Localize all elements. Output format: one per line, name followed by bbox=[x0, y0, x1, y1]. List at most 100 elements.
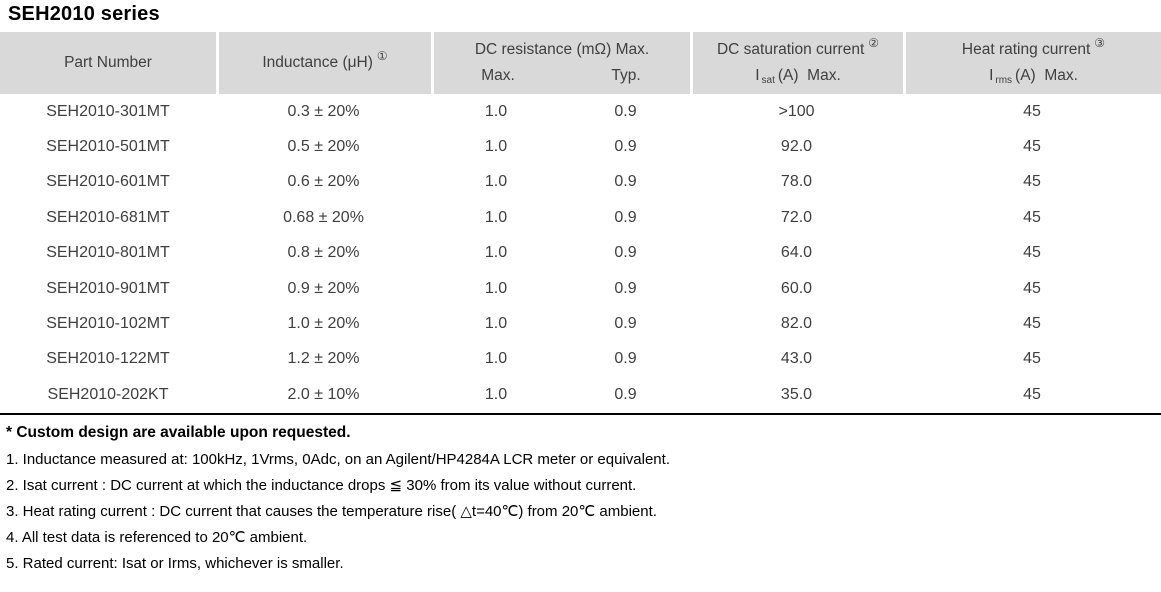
cell-dcr-typ: 0.9 bbox=[561, 235, 690, 271]
table-row: SEH2010-681MT 0.68 ± 20% 1.0 0.9 72.0 45 bbox=[0, 200, 1161, 236]
cell-dcr-typ: 0.9 bbox=[561, 200, 690, 236]
isat-symbol: I bbox=[755, 67, 760, 84]
inductance-label: Inductance (μH) bbox=[262, 54, 373, 71]
isat-symbol-sub: sat bbox=[761, 75, 775, 86]
table-row: SEH2010-102MT 1.0 ± 20% 1.0 0.9 82.0 45 bbox=[0, 306, 1161, 342]
cell-isat: 43.0 bbox=[690, 341, 903, 378]
cell-isat: 82.0 bbox=[690, 306, 903, 342]
col-header-inductance: Inductance (μH) ① bbox=[216, 32, 431, 94]
cell-dcr-typ: 0.9 bbox=[561, 94, 690, 130]
cell-part-number: SEH2010-801MT bbox=[0, 235, 216, 271]
cell-part-number: SEH2010-122MT bbox=[0, 341, 216, 378]
heat-note-ref: ③ bbox=[1094, 36, 1106, 50]
cell-dcr-max: 1.0 bbox=[431, 341, 561, 378]
cell-dcr-typ: 0.9 bbox=[561, 377, 690, 413]
cell-dcr-typ: 0.9 bbox=[561, 164, 690, 201]
isat-units: (A) Max. bbox=[777, 67, 841, 84]
page-title: SEH2010 series bbox=[8, 3, 160, 25]
cell-part-number: SEH2010-202KT bbox=[0, 377, 216, 413]
notes-section: * Custom design are available upon reque… bbox=[6, 424, 1161, 572]
cell-isat: 92.0 bbox=[690, 129, 903, 165]
irms-symbol-sub: rms bbox=[995, 75, 1013, 86]
cell-inductance: 0.6 ± 20% bbox=[216, 164, 431, 201]
cell-dcr-typ: 0.9 bbox=[561, 306, 690, 342]
notes-list: 1. Inductance measured at: 100kHz, 1Vrms… bbox=[6, 452, 1161, 572]
cell-part-number: SEH2010-901MT bbox=[0, 270, 216, 307]
dc-resistance-subheaders: Max. Typ. bbox=[434, 63, 690, 89]
cell-isat: 72.0 bbox=[690, 200, 903, 236]
cell-dcr-max: 1.0 bbox=[431, 94, 561, 130]
cell-inductance: 0.5 ± 20% bbox=[216, 129, 431, 165]
spec-table: Part Number Inductance (μH) ① DC resistan… bbox=[0, 32, 1161, 415]
cell-part-number: SEH2010-601MT bbox=[0, 164, 216, 201]
table-row: SEH2010-901MT 0.9 ± 20% 1.0 0.9 60.0 45 bbox=[0, 270, 1161, 307]
cell-inductance: 0.3 ± 20% bbox=[216, 94, 431, 130]
table-row: SEH2010-122MT 1.2 ± 20% 1.0 0.9 43.0 45 bbox=[0, 341, 1161, 378]
inductance-note-ref: ① bbox=[376, 49, 388, 63]
cell-inductance: 1.2 ± 20% bbox=[216, 341, 431, 378]
cell-inductance: 1.0 ± 20% bbox=[216, 306, 431, 342]
cell-inductance: 0.9 ± 20% bbox=[216, 270, 431, 307]
cell-dcr-max: 1.0 bbox=[431, 306, 561, 342]
table-row: SEH2010-501MT 0.5 ± 20% 1.0 0.9 92.0 45 bbox=[0, 129, 1161, 165]
note-item: 3. Heat rating current : DC current that… bbox=[6, 502, 657, 520]
cell-inductance: 2.0 ± 10% bbox=[216, 377, 431, 413]
cell-part-number: SEH2010-301MT bbox=[0, 94, 216, 130]
cell-dcr-max: 1.0 bbox=[431, 270, 561, 307]
spec-table-body: SEH2010-301MT 0.3 ± 20% 1.0 0.9 >100 45 SEH201… bbox=[0, 94, 1161, 413]
col-header-dc-resistance: DC resistance (mΩ) Max. Max. Typ. bbox=[431, 32, 690, 94]
dcr-max-label: Max. bbox=[481, 67, 515, 84]
cell-isat: 35.0 bbox=[690, 377, 903, 413]
cell-inductance: 0.8 ± 20% bbox=[216, 235, 431, 271]
table-row: SEH2010-301MT 0.3 ± 20% 1.0 0.9 >100 45 bbox=[0, 94, 1161, 130]
cell-irms: 45 bbox=[903, 341, 1161, 378]
datasheet-page: SEH2010 series Part Number Inductance (μ… bbox=[0, 3, 1161, 571]
note-item: 1. Inductance measured at: 100kHz, 1Vrms… bbox=[6, 450, 670, 468]
cell-dcr-typ: 0.9 bbox=[561, 341, 690, 378]
part-number-label: Part Number bbox=[64, 54, 152, 71]
cell-dcr-max: 1.0 bbox=[431, 129, 561, 165]
cell-irms: 45 bbox=[903, 200, 1161, 236]
saturation-group-label: DC saturation current bbox=[716, 41, 865, 58]
heat-group-label: Heat rating current bbox=[961, 41, 1091, 58]
cell-dcr-max: 1.0 bbox=[431, 235, 561, 271]
note-item: 4. All test data is referenced to 20℃ am… bbox=[6, 528, 308, 546]
spec-table-header: Part Number Inductance (μH) ① DC resistan… bbox=[0, 32, 1161, 94]
dc-resistance-group-label: DC resistance (mΩ) Max. bbox=[474, 41, 650, 58]
cell-dcr-max: 1.0 bbox=[431, 200, 561, 236]
cell-isat: 64.0 bbox=[690, 235, 903, 271]
col-header-part-number: Part Number bbox=[0, 32, 216, 94]
note-item: 5. Rated current: Isat or Irms, whicheve… bbox=[6, 554, 344, 572]
cell-inductance: 0.68 ± 20% bbox=[216, 200, 431, 236]
dcr-typ-label: Typ. bbox=[611, 67, 641, 84]
cell-dcr-typ: 0.9 bbox=[561, 129, 690, 165]
cell-isat: 60.0 bbox=[690, 270, 903, 307]
note-item: 2. Isat current : DC current at which th… bbox=[6, 476, 637, 494]
cell-isat: >100 bbox=[690, 94, 903, 130]
irms-units: (A) Max. bbox=[1015, 67, 1078, 84]
irms-symbol: I bbox=[989, 67, 994, 84]
cell-dcr-typ: 0.9 bbox=[561, 270, 690, 307]
cell-irms: 45 bbox=[903, 94, 1161, 130]
cell-part-number: SEH2010-501MT bbox=[0, 129, 216, 165]
table-row: SEH2010-202KT 2.0 ± 10% 1.0 0.9 35.0 45 bbox=[0, 377, 1161, 413]
cell-isat: 78.0 bbox=[690, 164, 903, 201]
custom-design-note: * Custom design are available upon reque… bbox=[6, 423, 351, 441]
saturation-note-ref: ② bbox=[868, 36, 880, 50]
cell-dcr-max: 1.0 bbox=[431, 377, 561, 413]
cell-part-number: SEH2010-102MT bbox=[0, 306, 216, 342]
cell-irms: 45 bbox=[903, 306, 1161, 342]
table-row: SEH2010-601MT 0.6 ± 20% 1.0 0.9 78.0 45 bbox=[0, 164, 1161, 201]
table-row: SEH2010-801MT 0.8 ± 20% 1.0 0.9 64.0 45 bbox=[0, 235, 1161, 271]
cell-irms: 45 bbox=[903, 377, 1161, 413]
cell-dcr-max: 1.0 bbox=[431, 164, 561, 201]
cell-irms: 45 bbox=[903, 235, 1161, 271]
cell-irms: 45 bbox=[903, 270, 1161, 307]
cell-irms: 45 bbox=[903, 164, 1161, 201]
cell-part-number: SEH2010-681MT bbox=[0, 200, 216, 236]
cell-irms: 45 bbox=[903, 129, 1161, 165]
